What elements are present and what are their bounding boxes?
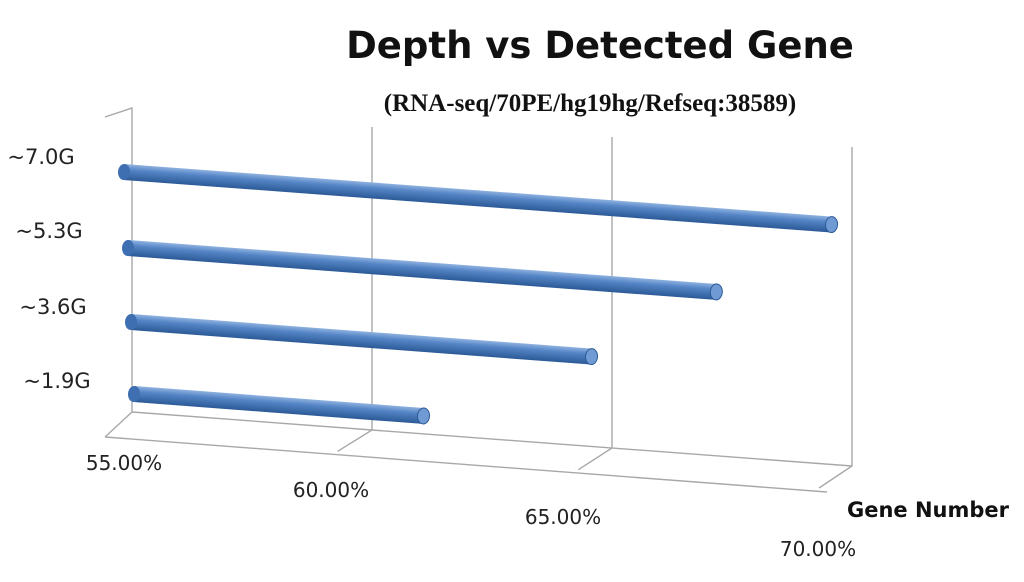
floor-front-edge	[104, 436, 828, 493]
bar	[121, 240, 723, 301]
gridlines	[337, 127, 853, 489]
x-axis-title: Gene Number	[847, 498, 1010, 522]
gridline	[337, 127, 373, 452]
y-tick-label: ~1.9G	[23, 369, 90, 393]
floor-back-edge	[131, 411, 853, 467]
bar	[124, 314, 599, 366]
plot-frame	[104, 107, 853, 493]
left-wall	[104, 107, 133, 438]
y-tick-label: ~5.3G	[15, 219, 82, 243]
chart-title: Depth vs Detected Gene	[346, 24, 854, 67]
gridline	[577, 137, 613, 471]
gridline	[818, 147, 853, 489]
bars	[117, 164, 839, 425]
x-tick-label: 60.00%	[293, 478, 369, 502]
y-tick-label: ~7.0G	[7, 145, 74, 169]
x-tick-label: 55.00%	[86, 451, 162, 475]
bar	[127, 386, 431, 425]
x-tick-labels: 55.00% 60.00% 65.00% 70.00%	[86, 451, 856, 561]
chart-subtitle: (RNA-seq/70PE/hg19hg/Refseq:38589)	[384, 90, 797, 117]
x-tick-label: 70.00%	[780, 537, 856, 561]
y-tick-label: ~3.6G	[19, 295, 86, 319]
y-tick-labels: ~1.9G ~3.6G ~5.3G ~7.0G	[7, 145, 90, 393]
x-tick-label: 65.00%	[525, 505, 601, 529]
bar	[117, 164, 839, 234]
